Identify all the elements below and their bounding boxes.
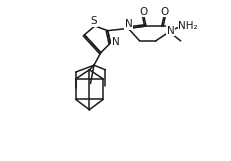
Text: NH₂: NH₂	[178, 21, 198, 31]
Text: N: N	[112, 37, 119, 47]
Text: O: O	[139, 7, 147, 17]
Text: S: S	[90, 16, 97, 26]
Text: O: O	[161, 7, 169, 17]
Text: N: N	[167, 26, 174, 36]
Text: N: N	[125, 19, 133, 29]
